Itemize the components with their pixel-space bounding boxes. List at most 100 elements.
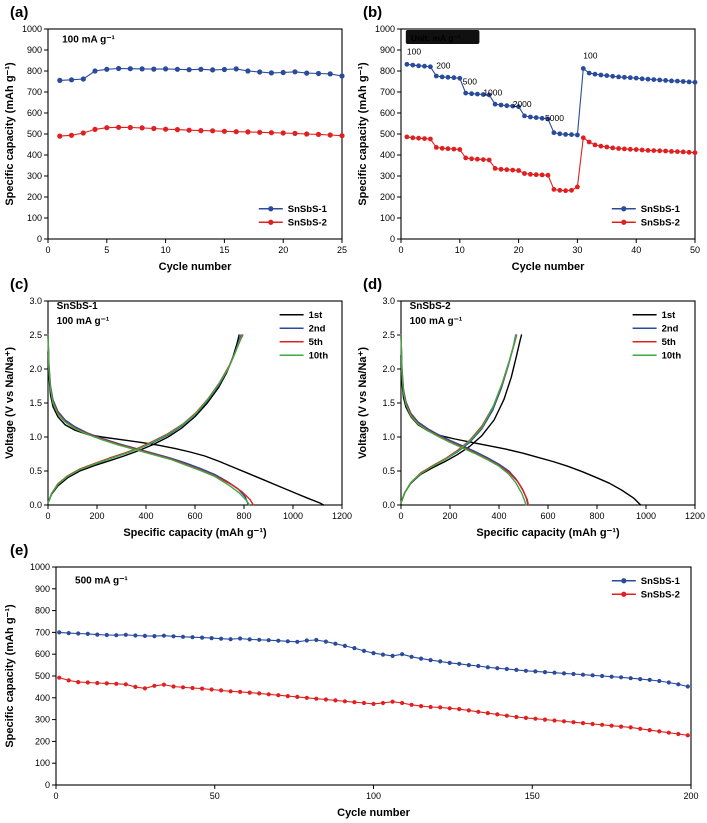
svg-text:1000: 1000 xyxy=(483,87,502,97)
svg-text:150: 150 xyxy=(525,791,540,801)
svg-text:200: 200 xyxy=(89,511,104,521)
svg-text:3.0: 3.0 xyxy=(382,296,395,306)
svg-text:400: 400 xyxy=(138,511,153,521)
figure-row-1: (a) 0 5 10 15 20 25 0 100 200 300 400 500 600 700 800 9… xyxy=(0,3,707,275)
svg-text:0.0: 0.0 xyxy=(29,500,42,510)
svg-text:400: 400 xyxy=(491,511,506,521)
svg-text:Cycle number: Cycle number xyxy=(337,807,410,819)
figure-row-3: (e) 0 50 100 150 200 0 100 200 300 400 500 600 700 80… xyxy=(0,541,707,821)
svg-text:900: 900 xyxy=(27,45,42,55)
svg-text:900: 900 xyxy=(380,45,395,55)
svg-text:5000: 5000 xyxy=(545,113,564,123)
svg-text:0: 0 xyxy=(398,511,403,521)
svg-text:25: 25 xyxy=(337,245,347,255)
svg-text:20: 20 xyxy=(278,245,288,255)
svg-text:300: 300 xyxy=(35,715,50,725)
svg-text:700: 700 xyxy=(380,87,395,97)
svg-text:10th: 10th xyxy=(662,351,682,362)
svg-text:1000: 1000 xyxy=(636,511,656,521)
svg-text:Voltage (V vs Na/Na⁺): Voltage (V vs Na/Na⁺) xyxy=(357,347,369,459)
svg-text:SnSbS-1: SnSbS-1 xyxy=(288,204,328,215)
svg-text:10: 10 xyxy=(161,245,171,255)
svg-text:SnSbS-2: SnSbS-2 xyxy=(288,218,327,229)
svg-text:500: 500 xyxy=(463,76,477,86)
svg-text:100: 100 xyxy=(407,47,421,57)
svg-text:300: 300 xyxy=(27,171,42,181)
panel-d: (d) 0 200 400 600 800 1000 1200 0.0 0.5 1.0 1.5 2.0… xyxy=(353,275,706,541)
svg-text:1.5: 1.5 xyxy=(382,398,395,408)
svg-text:1.5: 1.5 xyxy=(29,398,42,408)
svg-text:2nd: 2nd xyxy=(662,324,679,335)
svg-text:100: 100 xyxy=(35,758,50,768)
svg-text:800: 800 xyxy=(35,606,50,616)
svg-text:2.0: 2.0 xyxy=(382,364,395,374)
svg-text:600: 600 xyxy=(35,649,50,659)
svg-text:600: 600 xyxy=(187,511,202,521)
panel-e: (e) 0 50 100 150 200 0 100 200 300 400 500 600 700 80… xyxy=(0,541,707,821)
svg-text:600: 600 xyxy=(380,108,395,118)
svg-text:300: 300 xyxy=(380,171,395,181)
svg-text:200: 200 xyxy=(436,60,450,70)
svg-text:2.5: 2.5 xyxy=(382,330,395,340)
svg-text:0.0: 0.0 xyxy=(382,500,395,510)
svg-text:100 mA g⁻¹: 100 mA g⁻¹ xyxy=(410,316,463,327)
svg-text:200: 200 xyxy=(442,511,457,521)
svg-text:200: 200 xyxy=(35,736,50,746)
svg-text:5th: 5th xyxy=(662,337,676,348)
panel-b-tag: (b) xyxy=(363,4,383,21)
svg-text:1st: 1st xyxy=(662,310,677,321)
svg-text:700: 700 xyxy=(27,87,42,97)
svg-text:20: 20 xyxy=(514,245,524,255)
svg-text:0: 0 xyxy=(398,245,403,255)
svg-text:SnSbS-1: SnSbS-1 xyxy=(641,204,681,215)
svg-text:800: 800 xyxy=(380,66,395,76)
svg-text:0: 0 xyxy=(45,511,50,521)
svg-text:100: 100 xyxy=(380,213,395,223)
svg-text:200: 200 xyxy=(380,192,395,202)
svg-text:2nd: 2nd xyxy=(309,324,326,335)
svg-text:200: 200 xyxy=(683,791,698,801)
svg-text:100 mA g⁻¹: 100 mA g⁻¹ xyxy=(57,316,110,327)
svg-text:SnSbS-2: SnSbS-2 xyxy=(641,590,680,601)
svg-text:0.5: 0.5 xyxy=(29,466,42,476)
svg-text:5: 5 xyxy=(104,245,109,255)
svg-text:SnSbS-1: SnSbS-1 xyxy=(57,301,99,312)
svg-text:0: 0 xyxy=(390,234,395,244)
svg-text:3.0: 3.0 xyxy=(29,296,42,306)
svg-text:Specific capacity (mAh g⁻¹): Specific capacity (mAh g⁻¹) xyxy=(4,62,16,206)
svg-text:50: 50 xyxy=(210,791,220,801)
figure-row-2: (c) 0 200 400 600 800 1000 1200 0.0 0.5 1.0 1.5 2.0… xyxy=(0,275,707,541)
svg-text:500 mA g⁻¹: 500 mA g⁻¹ xyxy=(75,575,128,586)
svg-text:400: 400 xyxy=(27,150,42,160)
chart-voltage-profiles-snsbs1: 0 200 400 600 800 1000 1200 0.0 0.5 1.0 1.5 2.0 2.5 3… xyxy=(4,296,352,539)
svg-text:SnSbS-2: SnSbS-2 xyxy=(641,218,680,229)
svg-text:0: 0 xyxy=(45,245,50,255)
panel-a: (a) 0 5 10 15 20 25 0 100 200 300 400 500 600 700 800 9… xyxy=(0,3,353,275)
svg-text:100 mA g⁻¹: 100 mA g⁻¹ xyxy=(62,35,115,46)
svg-text:0.5: 0.5 xyxy=(382,466,395,476)
svg-text:0: 0 xyxy=(53,791,58,801)
chart-voltage-profiles-snsbs2: 0 200 400 600 800 1000 1200 0.0 0.5 1.0 1.5 2.0 2.5 3… xyxy=(357,296,705,539)
svg-text:50: 50 xyxy=(690,245,700,255)
svg-text:1.0: 1.0 xyxy=(29,432,42,442)
svg-text:500: 500 xyxy=(35,671,50,681)
svg-text:Cycle number: Cycle number xyxy=(159,261,232,273)
svg-text:800: 800 xyxy=(589,511,604,521)
svg-text:30: 30 xyxy=(572,245,582,255)
svg-text:400: 400 xyxy=(35,693,50,703)
svg-text:40: 40 xyxy=(631,245,641,255)
svg-text:1200: 1200 xyxy=(685,511,705,521)
svg-text:600: 600 xyxy=(540,511,555,521)
svg-text:Voltage (V vs Na/Na⁺): Voltage (V vs Na/Na⁺) xyxy=(4,347,16,459)
svg-text:1000: 1000 xyxy=(375,24,395,34)
chart-rate-capability: 0 10 20 30 40 5001002003004005006007008009001… xyxy=(357,24,700,273)
svg-text:800: 800 xyxy=(27,66,42,76)
svg-text:1000: 1000 xyxy=(22,24,42,34)
svg-text:800: 800 xyxy=(236,511,251,521)
svg-text:700: 700 xyxy=(35,627,50,637)
panel-c: (c) 0 200 400 600 800 1000 1200 0.0 0.5 1.0 1.5 2.0… xyxy=(0,275,353,541)
panel-b: (b) 0 10 20 30 40 50 0 100 200 300 400 500 600 700 800… xyxy=(353,3,706,275)
svg-text:10th: 10th xyxy=(309,351,329,362)
svg-text:5th: 5th xyxy=(309,337,323,348)
svg-text:2.0: 2.0 xyxy=(29,364,42,374)
